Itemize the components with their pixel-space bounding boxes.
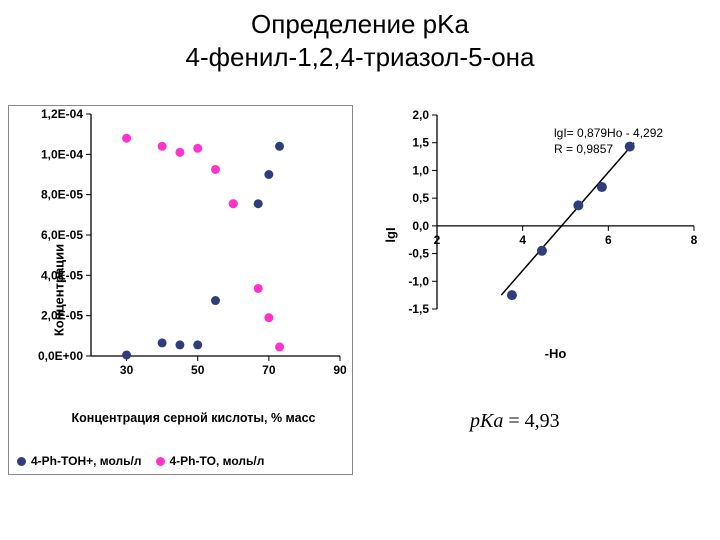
left-chart: Концентрации 0,0E+002,0E-054,0E-056,0E-0… xyxy=(8,105,353,475)
svg-text:0,0E+00: 0,0E+00 xyxy=(38,349,83,363)
svg-text:4: 4 xyxy=(519,233,526,247)
svg-text:-1,5: -1,5 xyxy=(408,302,429,316)
svg-text:1,0E-04: 1,0E-04 xyxy=(41,147,83,161)
svg-text:1,0: 1,0 xyxy=(412,163,429,177)
legend-label: 4-Ph-TO, моль/л xyxy=(170,454,265,468)
svg-text:2: 2 xyxy=(434,233,441,247)
svg-text:70: 70 xyxy=(262,363,276,377)
legend-marker xyxy=(156,457,165,466)
title-line2: 4-фенил-1,2,4-триазол-5-она xyxy=(186,42,535,72)
svg-text:2,0: 2,0 xyxy=(412,108,429,122)
svg-text:0,0: 0,0 xyxy=(412,219,429,233)
right-chart: lgI lgI= 0,879Ho - 4,292 R = 0,9857 -1,5… xyxy=(375,105,710,365)
fit-equation: lgI= 0,879Ho - 4,292 R = 0,9857 xyxy=(554,125,684,157)
svg-text:8: 8 xyxy=(691,233,698,247)
svg-text:6,0E-05: 6,0E-05 xyxy=(41,228,83,242)
pka-value: pKa = 4,93 xyxy=(470,410,560,433)
svg-text:30: 30 xyxy=(120,363,134,377)
svg-text:1,2E-04: 1,2E-04 xyxy=(41,107,83,121)
title-line1: Определение pKa xyxy=(251,9,469,39)
legend-label: 4-Ph-TOH+, моль/л xyxy=(31,454,142,468)
page-title: Определение pKa 4-фенил-1,2,4-триазол-5-… xyxy=(0,8,720,73)
svg-text:-0,5: -0,5 xyxy=(408,247,429,261)
svg-text:1,5: 1,5 xyxy=(412,136,429,150)
slide: Определение pKa 4-фенил-1,2,4-триазол-5-… xyxy=(0,0,720,540)
svg-text:8,0E-05: 8,0E-05 xyxy=(41,188,83,202)
eq-line1: lgI= 0,879Ho - 4,292 xyxy=(554,126,663,140)
svg-text:6: 6 xyxy=(605,233,612,247)
left-chart-xlabel: Концентрация серной кислоты, % масс xyxy=(45,411,342,426)
legend-item: 4-Ph-TO, моль/л xyxy=(156,454,265,468)
eq-line2: R = 0,9857 xyxy=(554,142,613,156)
left-chart-ylabel: Концентрации xyxy=(52,244,67,336)
svg-text:0,5: 0,5 xyxy=(412,191,429,205)
left-chart-legend: 4-Ph-TOH+, моль/л 4-Ph-TO, моль/л xyxy=(17,454,344,468)
right-chart-xlabel: -Ho xyxy=(411,346,700,361)
svg-text:-1,0: -1,0 xyxy=(408,274,429,288)
legend-marker xyxy=(17,457,26,466)
svg-text:50: 50 xyxy=(191,363,205,377)
right-chart-ylabel: lgI xyxy=(383,227,398,242)
legend-item: 4-Ph-TOH+, моль/л xyxy=(17,454,142,468)
svg-text:90: 90 xyxy=(333,363,347,377)
